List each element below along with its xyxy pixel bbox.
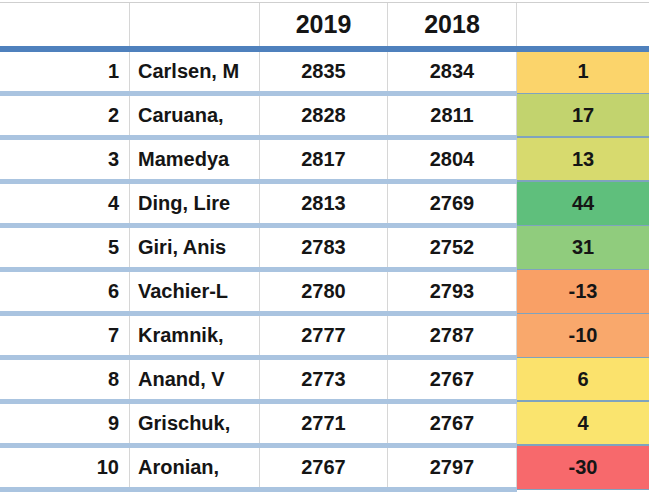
rating-2019-cell[interactable]: 2828 bbox=[260, 96, 388, 135]
rating-2019-cell[interactable]: 2773 bbox=[260, 360, 388, 399]
rating-diff-cell[interactable]: -10 bbox=[517, 316, 649, 355]
player-name-cell[interactable]: Vachier-L bbox=[130, 272, 260, 311]
rating-diff-cell[interactable]: -30 bbox=[517, 448, 649, 487]
rating-2018-cell[interactable]: 2834 bbox=[388, 52, 517, 91]
rating-2018-cell[interactable]: 2797 bbox=[388, 448, 517, 487]
rating-2019-cell[interactable]: 2777 bbox=[260, 316, 388, 355]
rank-cell[interactable]: 4 bbox=[0, 184, 130, 223]
rank-cell[interactable]: 9 bbox=[0, 404, 130, 443]
rank-cell[interactable]: 3 bbox=[0, 140, 130, 179]
rating-diff-cell[interactable]: 31 bbox=[517, 228, 649, 267]
rank-cell[interactable]: 10 bbox=[0, 448, 130, 487]
rating-2019-cell[interactable]: 2817 bbox=[260, 140, 388, 179]
table-row: 3 Mamedya 2817 2804 13 bbox=[0, 140, 649, 179]
table-row: 8 Anand, V 2773 2767 6 bbox=[0, 360, 649, 399]
rating-diff-cell[interactable]: 44 bbox=[517, 184, 649, 223]
row-separator-band bbox=[0, 487, 517, 492]
player-name-cell[interactable]: Kramnik, bbox=[130, 316, 260, 355]
rank-cell[interactable]: 7 bbox=[0, 316, 130, 355]
player-name-cell[interactable]: Mamedya bbox=[130, 140, 260, 179]
player-name-cell[interactable]: Ding, Lire bbox=[130, 184, 260, 223]
rating-2018-cell[interactable]: 2767 bbox=[388, 360, 517, 399]
rating-diff-cell[interactable]: 4 bbox=[517, 404, 649, 443]
rating-2019-cell[interactable]: 2780 bbox=[260, 272, 388, 311]
table-row: 10 Aronian, 2767 2797 -30 bbox=[0, 448, 649, 487]
player-name-cell[interactable]: Caruana, bbox=[130, 96, 260, 135]
spreadsheet-grid: 2019 2018 1 Carlsen, M 2835 2834 1 2 Car… bbox=[0, 0, 649, 500]
rating-2019-cell[interactable]: 2771 bbox=[260, 404, 388, 443]
player-name-cell[interactable]: Anand, V bbox=[130, 360, 260, 399]
rating-diff-cell[interactable]: 17 bbox=[517, 96, 649, 135]
rating-2018-cell[interactable]: 2804 bbox=[388, 140, 517, 179]
row-separator-line bbox=[0, 487, 649, 492]
table-row: 5 Giri, Anis 2783 2752 31 bbox=[0, 228, 649, 267]
rating-2019-cell[interactable]: 2783 bbox=[260, 228, 388, 267]
rank-cell[interactable]: 5 bbox=[0, 228, 130, 267]
rating-2019-cell[interactable]: 2835 bbox=[260, 52, 388, 91]
table-row: 6 Vachier-L 2780 2793 -13 bbox=[0, 272, 649, 311]
table-body: 1 Carlsen, M 2835 2834 1 2 Caruana, 2828… bbox=[0, 52, 649, 492]
player-name-cell[interactable]: Aronian, bbox=[130, 448, 260, 487]
header-cell-blank-rank[interactable] bbox=[0, 3, 130, 46]
rating-2019-cell[interactable]: 2767 bbox=[260, 448, 388, 487]
table-row: 7 Kramnik, 2777 2787 -10 bbox=[0, 316, 649, 355]
rating-2018-cell[interactable]: 2793 bbox=[388, 272, 517, 311]
rating-diff-cell[interactable]: -13 bbox=[517, 272, 649, 311]
header-cell-2019[interactable]: 2019 bbox=[260, 3, 388, 46]
rating-2018-cell[interactable]: 2787 bbox=[388, 316, 517, 355]
table-row: 9 Grischuk, 2771 2767 4 bbox=[0, 404, 649, 443]
rating-2018-cell[interactable]: 2811 bbox=[388, 96, 517, 135]
header-cell-blank-diff[interactable] bbox=[517, 3, 649, 46]
rating-2018-cell[interactable]: 2769 bbox=[388, 184, 517, 223]
table-row: 2 Caruana, 2828 2811 17 bbox=[0, 96, 649, 135]
header-cell-2018[interactable]: 2018 bbox=[388, 3, 517, 46]
rank-cell[interactable]: 2 bbox=[0, 96, 130, 135]
header-cell-blank-name[interactable] bbox=[130, 3, 260, 46]
player-name-cell[interactable]: Giri, Anis bbox=[130, 228, 260, 267]
table-row: 1 Carlsen, M 2835 2834 1 bbox=[0, 52, 649, 91]
rating-diff-cell[interactable]: 1 bbox=[517, 52, 649, 91]
rating-diff-cell[interactable]: 13 bbox=[517, 140, 649, 179]
player-name-cell[interactable]: Grischuk, bbox=[130, 404, 260, 443]
rating-diff-cell[interactable]: 6 bbox=[517, 360, 649, 399]
rating-2018-cell[interactable]: 2767 bbox=[388, 404, 517, 443]
rank-cell[interactable]: 1 bbox=[0, 52, 130, 91]
rating-2018-cell[interactable]: 2752 bbox=[388, 228, 517, 267]
rank-cell[interactable]: 8 bbox=[0, 360, 130, 399]
rating-2019-cell[interactable]: 2813 bbox=[260, 184, 388, 223]
header-row: 2019 2018 bbox=[0, 2, 649, 46]
player-name-cell[interactable]: Carlsen, M bbox=[130, 52, 260, 91]
table-row: 4 Ding, Lire 2813 2769 44 bbox=[0, 184, 649, 223]
row-separator-diff-band bbox=[517, 487, 649, 492]
rank-cell[interactable]: 6 bbox=[0, 272, 130, 311]
